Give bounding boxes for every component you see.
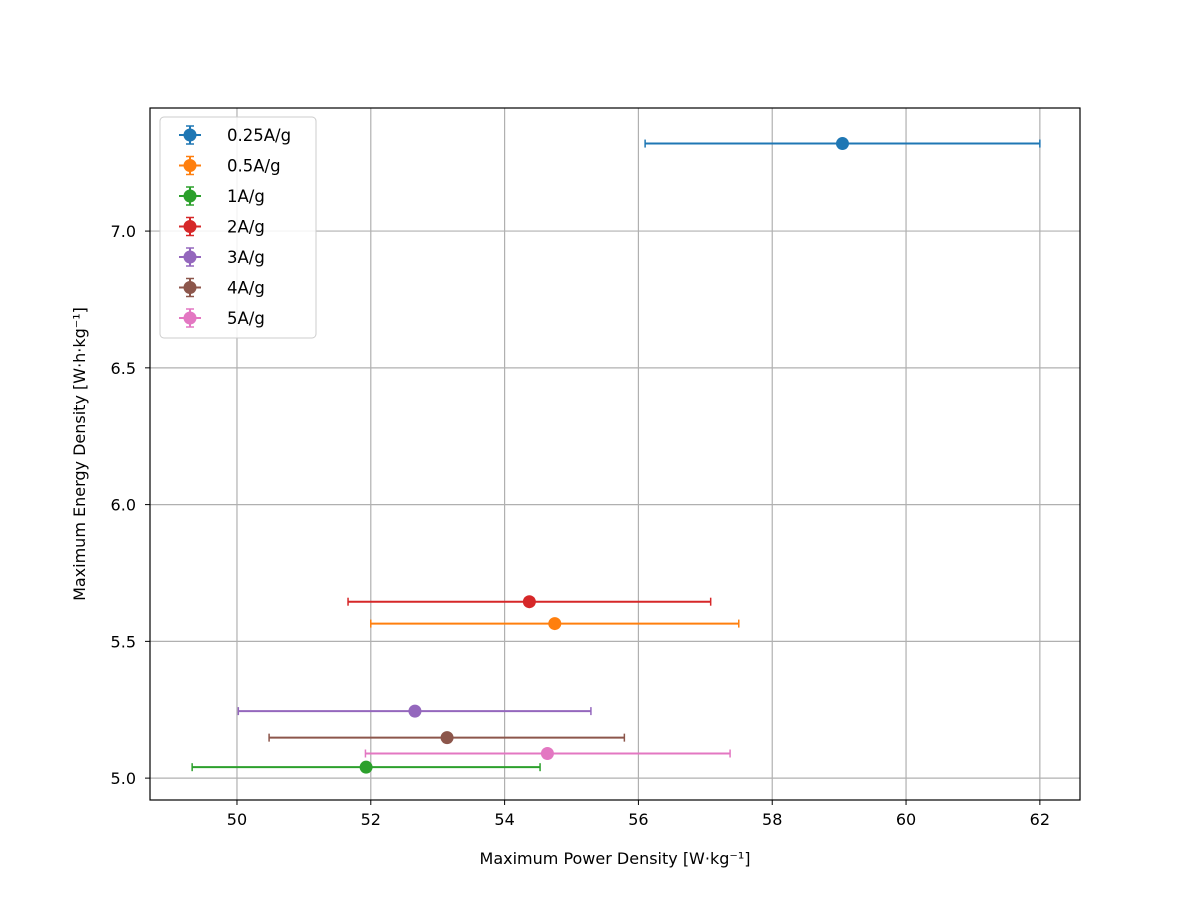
data-point bbox=[835, 137, 849, 151]
legend-label: 2A/g bbox=[227, 218, 265, 237]
y-tick-label: 7.0 bbox=[111, 222, 136, 241]
series-2A/g bbox=[347, 595, 712, 609]
series-layer bbox=[191, 137, 1041, 774]
legend-entry: 2A/g bbox=[179, 216, 265, 237]
legend-label: 3A/g bbox=[227, 248, 265, 267]
legend-box bbox=[159, 116, 317, 339]
legend-marker bbox=[183, 250, 197, 264]
legend-marker bbox=[183, 159, 197, 172]
x-tick-label: 54 bbox=[494, 810, 514, 829]
legend-label: 0.25A/g bbox=[227, 126, 291, 145]
x-tick-label: 58 bbox=[762, 810, 782, 829]
legend-marker bbox=[183, 311, 197, 325]
data-point bbox=[548, 617, 562, 631]
legend-label: 4A/g bbox=[227, 279, 265, 298]
series-5A/g bbox=[364, 747, 731, 761]
y-tick-label: 5.5 bbox=[111, 632, 136, 651]
legend-entry: 0.5A/g bbox=[179, 155, 281, 176]
x-tick-label: 60 bbox=[896, 810, 916, 829]
y-tick-label: 5.0 bbox=[111, 769, 136, 788]
legend-entry: 5A/g bbox=[179, 308, 265, 328]
x-tick-label: 50 bbox=[227, 810, 247, 829]
legend-label: 1A/g bbox=[227, 187, 265, 206]
y-axis-label: Maximum Energy Density [W·h·kg⁻¹] bbox=[70, 307, 89, 601]
ticks: 50 52 54 56 58 60 62 5.0 5.5 6.0 6.5 7.0 bbox=[111, 222, 1050, 829]
series-4A/g bbox=[268, 731, 626, 745]
x-tick-label: 62 bbox=[1030, 810, 1050, 829]
x-axis-label: Maximum Power Density [W·kg⁻¹] bbox=[480, 849, 751, 868]
data-point bbox=[408, 704, 422, 718]
legend-label: 5A/g bbox=[227, 309, 265, 328]
legend-entry: 4A/g bbox=[179, 277, 265, 298]
series-0.5A/g bbox=[370, 617, 740, 631]
series-1A/g bbox=[191, 760, 541, 774]
data-point bbox=[540, 747, 554, 761]
x-tick-label: 52 bbox=[361, 810, 381, 829]
legend-entry: 1A/g bbox=[179, 186, 265, 206]
legend-label: 0.5A/g bbox=[227, 157, 281, 176]
legend-marker bbox=[183, 189, 197, 203]
legend-marker bbox=[183, 220, 197, 233]
legend-entry: 3A/g bbox=[179, 247, 265, 267]
plot-frame bbox=[149, 107, 1081, 801]
legend-entry: 0.25A/g bbox=[179, 125, 291, 145]
data-point bbox=[359, 760, 373, 774]
legend-marker bbox=[183, 128, 197, 142]
x-tick-label: 56 bbox=[628, 810, 648, 829]
series-0.25A/g bbox=[644, 137, 1041, 151]
grid bbox=[150, 108, 1080, 800]
legend-marker bbox=[183, 281, 197, 294]
data-point bbox=[522, 595, 536, 609]
y-tick-label: 6.5 bbox=[111, 359, 136, 378]
y-tick-label: 6.0 bbox=[111, 496, 136, 515]
data-point bbox=[440, 731, 454, 745]
legend: 0.25A/g 0.5A/g 1A/g 2A/g 3A/g 4A/g 5A/g bbox=[159, 116, 317, 339]
series-3A/g bbox=[237, 704, 592, 718]
